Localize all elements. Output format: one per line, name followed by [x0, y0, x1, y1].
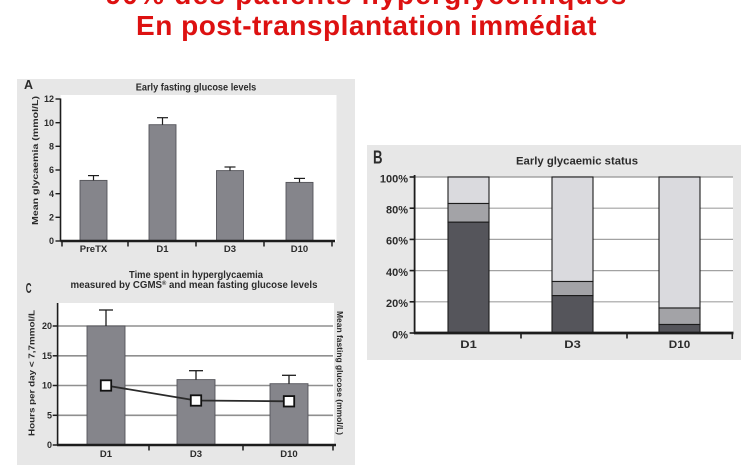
svg-text:D10: D10	[291, 244, 308, 255]
svg-text:A: A	[24, 79, 33, 92]
svg-text:20: 20	[42, 321, 52, 331]
svg-text:Early glycaemic status: Early glycaemic status	[516, 156, 638, 168]
svg-text:Mean glycaemia (mmol/L): Mean glycaemia (mmol/L)	[31, 96, 40, 225]
svg-text:4: 4	[49, 189, 54, 199]
svg-text:60%: 60%	[386, 236, 408, 248]
svg-text:measured by CGMS® and mean fas: measured by CGMS® and mean fasting gluco…	[71, 280, 318, 291]
svg-text:D1: D1	[460, 339, 477, 351]
svg-text:Early fasting glucose levels: Early fasting glucose levels	[136, 83, 257, 94]
svg-text:12: 12	[44, 94, 54, 104]
svg-text:D1: D1	[156, 244, 169, 255]
svg-text:10: 10	[42, 381, 52, 391]
svg-text:0: 0	[49, 236, 54, 246]
svg-text:2: 2	[49, 213, 54, 223]
svg-text:15: 15	[42, 351, 52, 361]
svg-text:D10: D10	[669, 339, 691, 351]
svg-text:8: 8	[49, 142, 54, 152]
svg-text:10: 10	[44, 118, 54, 128]
svg-text:C: C	[26, 280, 32, 297]
svg-text:D3: D3	[564, 339, 581, 351]
svg-text:B: B	[373, 148, 383, 168]
svg-text:20%: 20%	[386, 298, 408, 310]
svg-text:PreTX: PreTX	[80, 244, 108, 255]
svg-text:D3: D3	[224, 244, 236, 255]
svg-text:Mean fasting glucose (mmol/L): Mean fasting glucose (mmol/L)	[335, 311, 344, 435]
svg-text:100%: 100%	[380, 173, 408, 185]
svg-text:6: 6	[49, 165, 54, 175]
svg-text:D10: D10	[280, 449, 297, 460]
svg-text:D3: D3	[190, 449, 202, 460]
svg-text:Time spent in hyperglycaemia: Time spent in hyperglycaemia	[129, 270, 263, 281]
svg-text:80%: 80%	[386, 205, 408, 217]
svg-text:5: 5	[47, 411, 52, 421]
svg-text:0%: 0%	[392, 329, 408, 341]
svg-text:40%: 40%	[386, 267, 408, 279]
svg-text:D1: D1	[100, 449, 113, 460]
svg-text:Hours per day < 7,7mmol/L: Hours per day < 7,7mmol/L	[28, 310, 37, 436]
svg-text:0: 0	[47, 440, 52, 450]
